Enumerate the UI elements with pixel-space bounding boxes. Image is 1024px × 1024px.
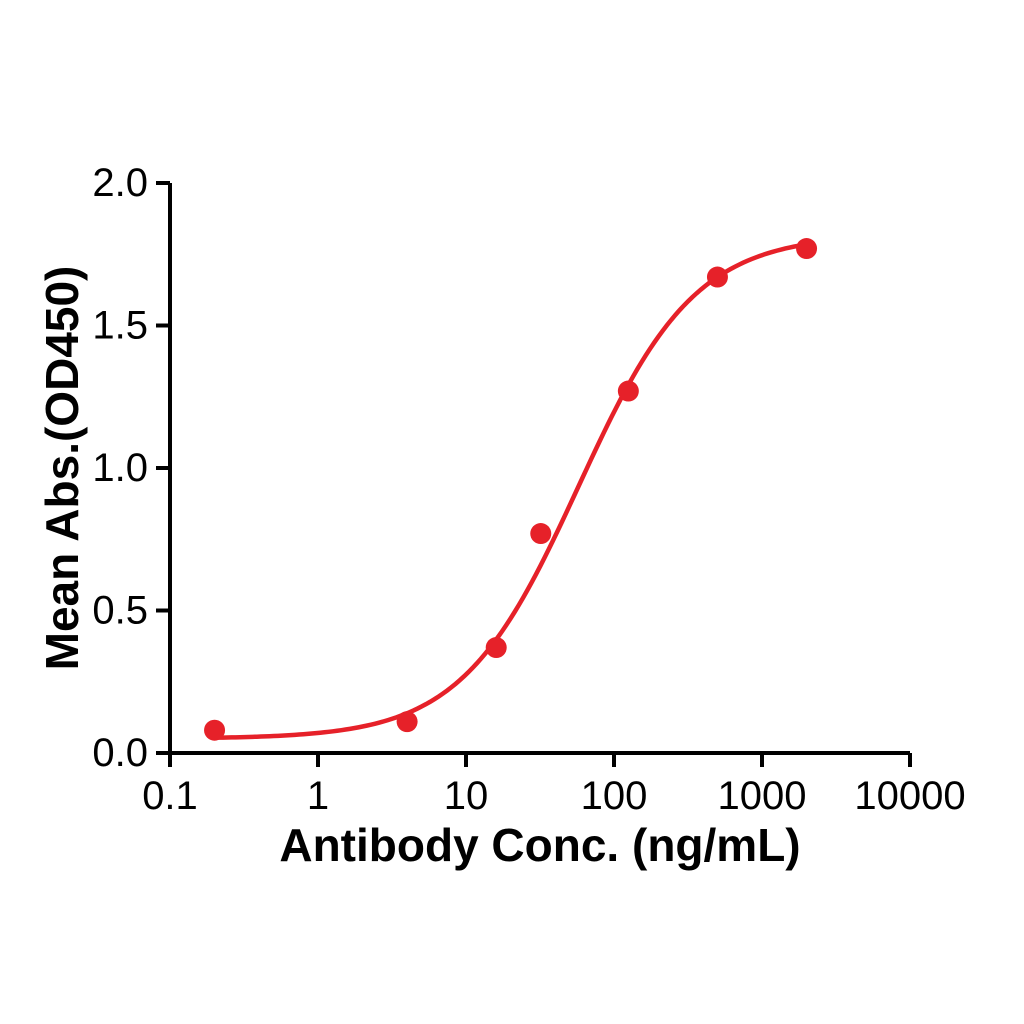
fit-curve (212, 242, 809, 741)
x-tick-label: 0.1 (142, 774, 198, 818)
y-axis-title: Mean Abs.(OD450) (36, 265, 88, 671)
x-tick-label: 10000 (854, 774, 965, 818)
y-tick-label: 0.5 (92, 589, 148, 633)
data-point (530, 523, 552, 545)
y-tick-label: 0.0 (92, 731, 148, 775)
x-tick-label: 10 (444, 774, 489, 818)
x-axis-title: Antibody Conc. (ng/mL) (279, 819, 801, 871)
data-point (396, 711, 418, 733)
data-point (796, 238, 818, 260)
data-point (617, 380, 639, 402)
y-tick-label: 2.0 (92, 161, 148, 205)
x-tick-label: 1000 (718, 774, 807, 818)
y-tick-label: 1.5 (92, 304, 148, 348)
data-point (706, 266, 728, 288)
x-tick-label: 1 (307, 774, 329, 818)
data-point (204, 719, 226, 741)
x-tick-label: 100 (581, 774, 648, 818)
y-tick-label: 1.0 (92, 446, 148, 490)
data-point (485, 637, 507, 659)
